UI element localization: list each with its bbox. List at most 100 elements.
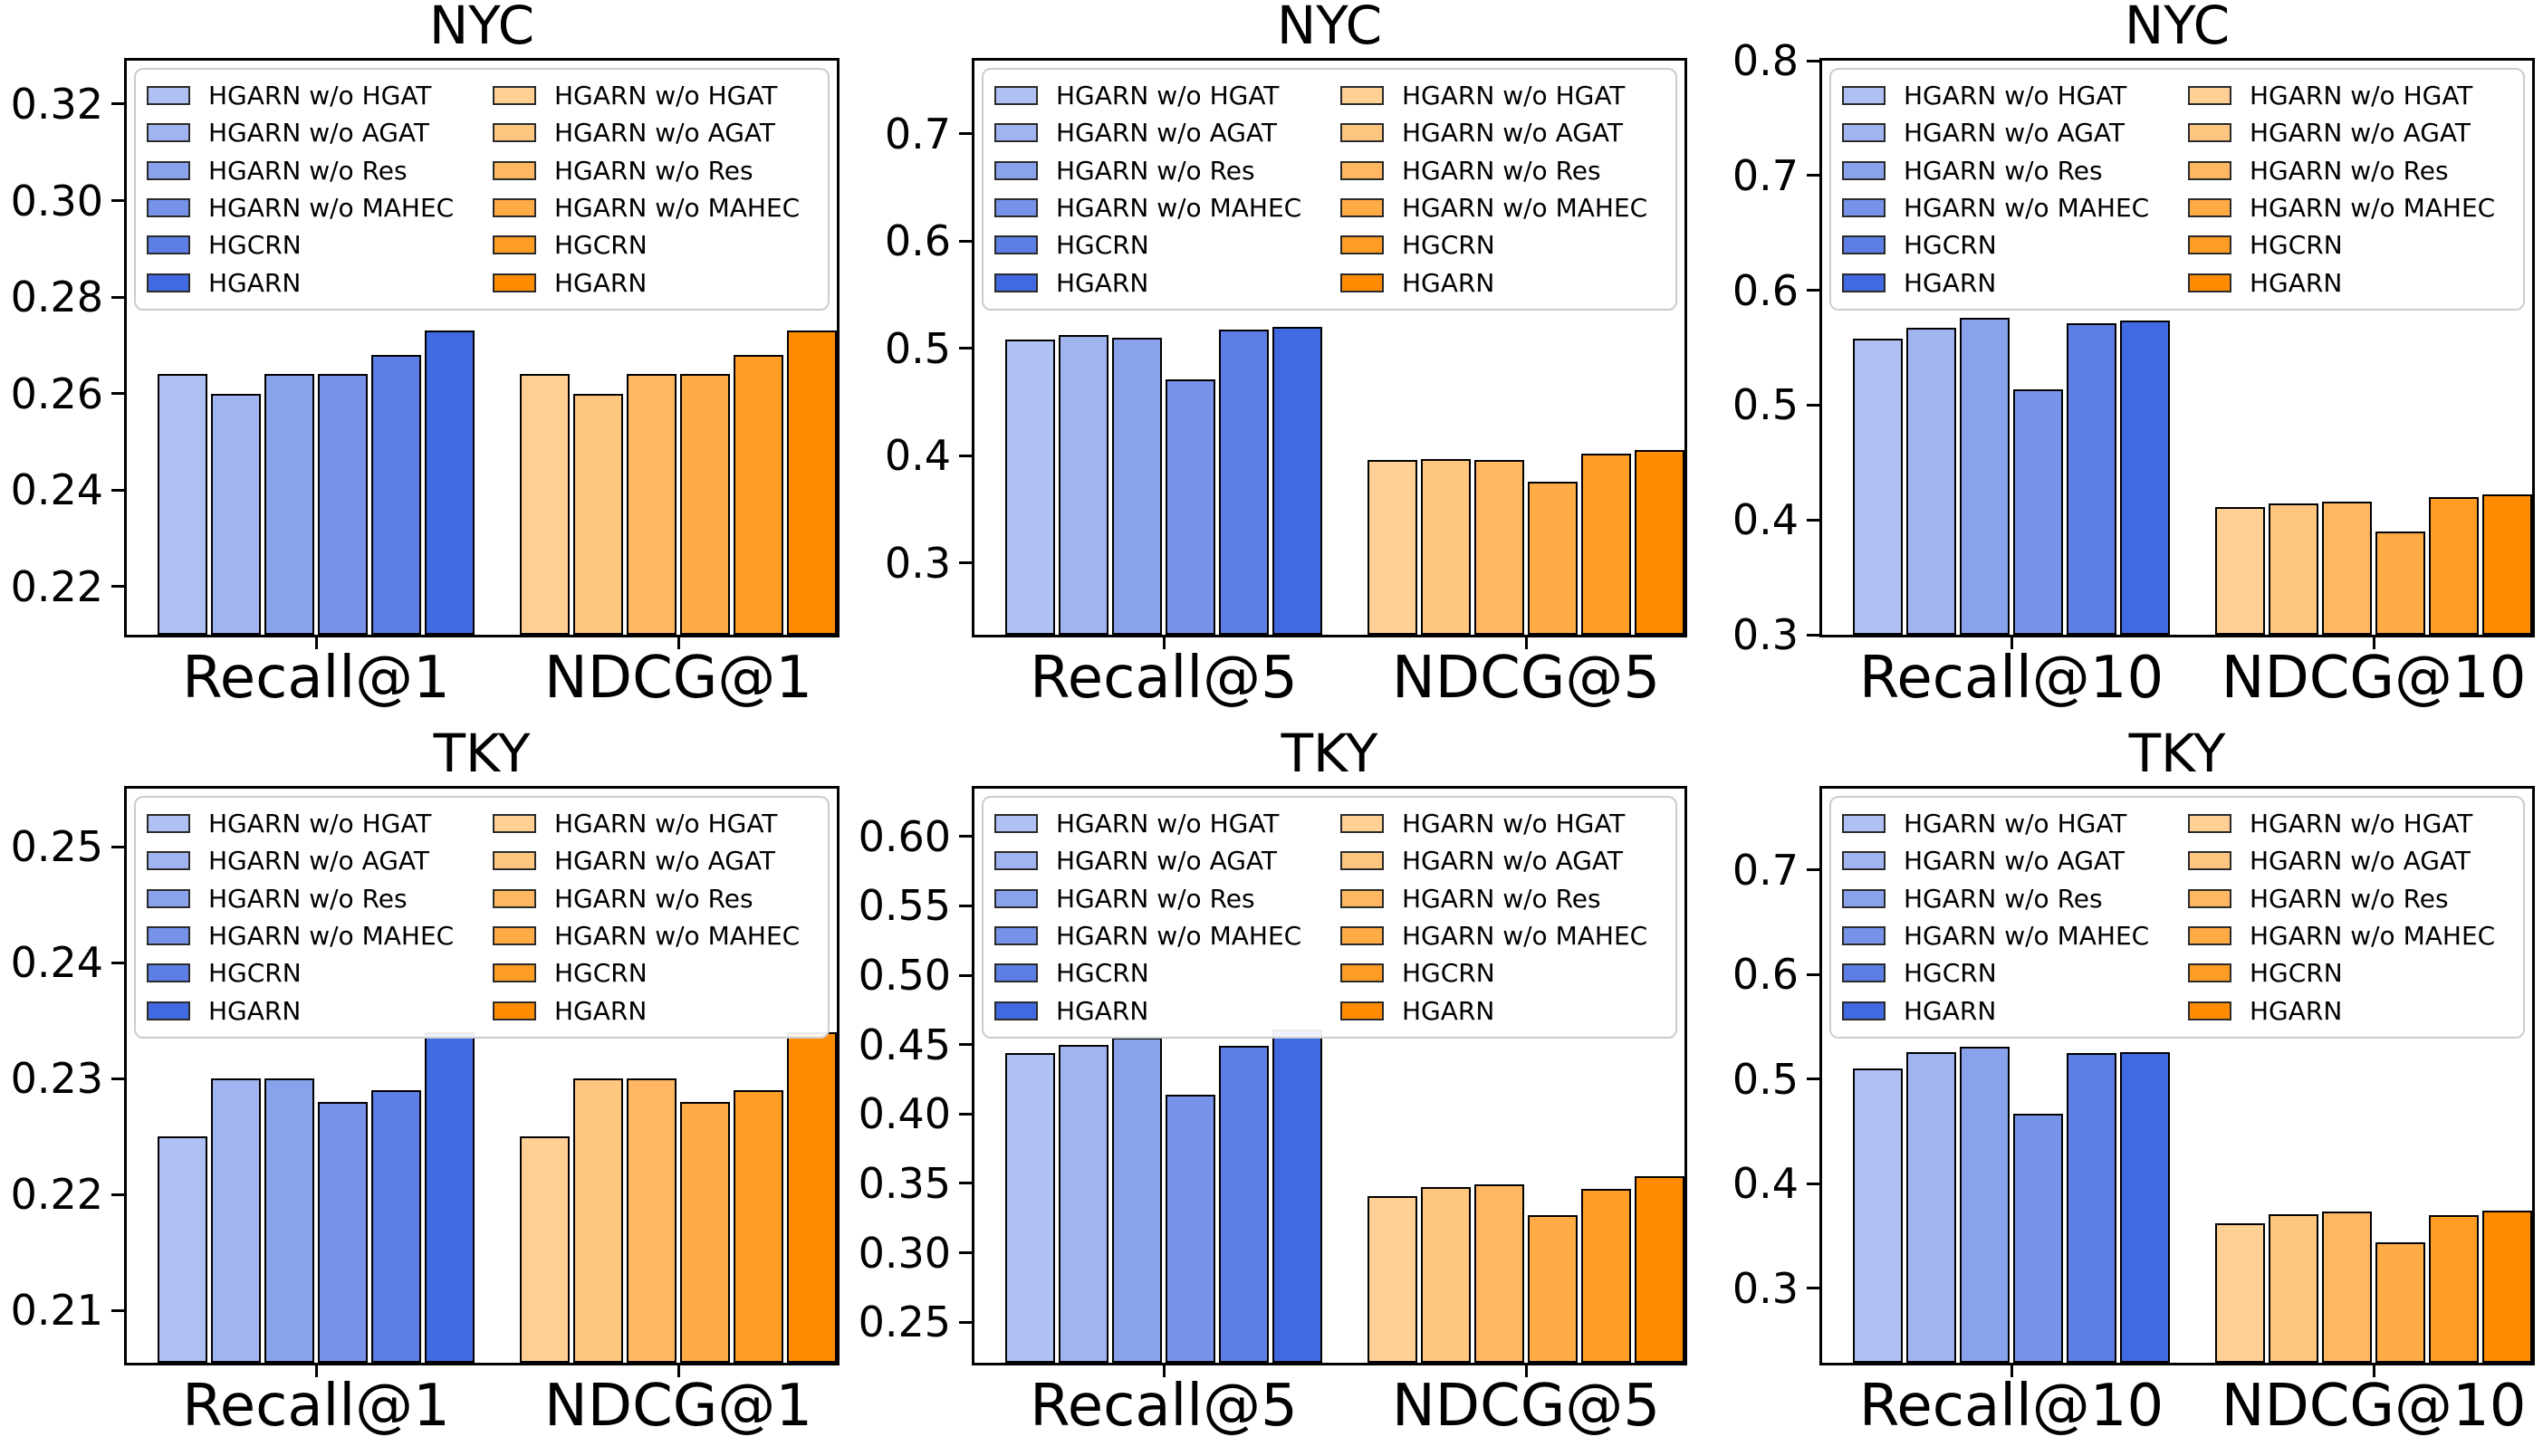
bar-ndcg@5-4 bbox=[1528, 482, 1578, 635]
y-tick-label: 0.35 bbox=[858, 1158, 951, 1208]
legend-label: HGARN w/o Res bbox=[1056, 883, 1255, 914]
legend-swatch-orange-6 bbox=[1340, 1001, 1384, 1020]
bar-recall@1-6 bbox=[425, 1032, 475, 1363]
legend-item: HGARN bbox=[147, 264, 482, 302]
legend-swatch-orange-3 bbox=[493, 160, 536, 180]
y-tick-label: 0.7 bbox=[1732, 150, 1799, 200]
bar-recall@1-5 bbox=[371, 355, 421, 635]
legend-label: HGARN w/o HGAT bbox=[1056, 809, 1280, 839]
y-tick-label: 0.24 bbox=[10, 465, 103, 515]
bar-ndcg@10-2 bbox=[2269, 1214, 2318, 1363]
y-tick-label: 0.25 bbox=[858, 1298, 951, 1347]
legend-swatch-blue-5 bbox=[1842, 235, 1886, 255]
legend-label: HGARN bbox=[1904, 267, 1997, 298]
x-category-label: Recall@10 bbox=[1858, 1373, 2164, 1440]
legend-label: HGARN w/o AGAT bbox=[208, 846, 430, 876]
legend-item: HGARN w/o MAHEC bbox=[1340, 917, 1675, 954]
y-tick-label: 0.30 bbox=[10, 176, 103, 225]
legend-swatch-orange-4 bbox=[493, 198, 536, 218]
legend-swatch-blue-3 bbox=[147, 160, 190, 180]
legend-item: HGARN w/o AGAT bbox=[994, 114, 1329, 151]
y-tick-label: 0.32 bbox=[10, 79, 103, 129]
y-tick-label: 0.4 bbox=[884, 431, 951, 481]
legend-label: HGARN bbox=[1056, 995, 1149, 1026]
legend-item: HGARN w/o Res bbox=[493, 152, 828, 189]
x-category-label: NDCG@1 bbox=[543, 1373, 813, 1440]
y-tick-label: 0.5 bbox=[884, 323, 951, 373]
legend-swatch-blue-4 bbox=[1842, 198, 1886, 218]
legend-swatch-blue-6 bbox=[994, 273, 1038, 292]
y-tick-mark bbox=[111, 392, 124, 396]
y-tick-mark bbox=[111, 295, 124, 299]
bar-ndcg@1-3 bbox=[627, 1078, 677, 1363]
legend-column-blue: HGARN w/o HGAT HGARN w/o AGAT HGARN w/o Re… bbox=[1831, 77, 2177, 302]
bar-ndcg@1-2 bbox=[573, 1078, 623, 1363]
legend-swatch-orange-4 bbox=[1340, 926, 1384, 946]
y-tick-mark bbox=[1807, 633, 1819, 637]
bar-ndcg@1-4 bbox=[680, 374, 730, 635]
bar-ndcg@10-4 bbox=[2375, 1242, 2425, 1363]
y-tick-mark bbox=[111, 1077, 124, 1080]
chart-title: NYC bbox=[2124, 0, 2231, 56]
y-tick-mark bbox=[959, 1182, 972, 1185]
bar-recall@1-3 bbox=[264, 1078, 314, 1363]
legend-item: HGCRN bbox=[493, 226, 828, 263]
legend-swatch-blue-4 bbox=[147, 926, 190, 946]
legend-item: HGARN w/o MAHEC bbox=[147, 189, 482, 226]
x-tick-mark bbox=[2372, 635, 2375, 649]
legend-label: HGARN bbox=[1402, 995, 1495, 1026]
legend-swatch-blue-4 bbox=[147, 198, 190, 218]
y-tick-mark bbox=[1807, 1182, 1819, 1185]
legend-swatch-orange-5 bbox=[1340, 235, 1384, 255]
y-tick-label: 0.26 bbox=[10, 369, 103, 418]
legend-label: HGARN w/o MAHEC bbox=[1402, 193, 1648, 224]
bar-ndcg@10-3 bbox=[2322, 502, 2372, 635]
legend-item: HGARN bbox=[2188, 992, 2523, 1030]
legend-label: HGARN w/o MAHEC bbox=[208, 193, 455, 224]
legend-swatch-orange-2 bbox=[493, 123, 536, 143]
legend-swatch-blue-4 bbox=[1842, 926, 1886, 946]
legend-item: HGARN w/o MAHEC bbox=[1340, 189, 1675, 226]
legend-swatch-blue-5 bbox=[994, 235, 1038, 255]
legend-label: HGARN w/o HGAT bbox=[1402, 809, 1626, 839]
legend-swatch-blue-5 bbox=[994, 963, 1038, 983]
legend-item: HGARN bbox=[1842, 264, 2177, 302]
legend-label: HGARN w/o MAHEC bbox=[2250, 193, 2496, 224]
legend-item: HGCRN bbox=[994, 226, 1329, 263]
legend-item: HGARN w/o HGAT bbox=[2188, 805, 2523, 842]
legend-item: HGARN w/o Res bbox=[1842, 880, 2177, 917]
y-tick-mark bbox=[959, 1320, 972, 1324]
bar-recall@10-1 bbox=[1853, 339, 1903, 635]
y-tick-mark bbox=[1807, 1287, 1819, 1289]
legend-label: HGARN w/o MAHEC bbox=[1056, 921, 1302, 952]
x-tick-mark bbox=[314, 635, 318, 649]
legend-label: HGARN w/o Res bbox=[1904, 883, 2103, 914]
legend-item: HGARN w/o MAHEC bbox=[2188, 917, 2523, 954]
legend-swatch-blue-3 bbox=[994, 160, 1038, 180]
bar-recall@10-1 bbox=[1853, 1068, 1903, 1363]
legend-label: HGARN w/o MAHEC bbox=[554, 921, 801, 952]
legend-swatch-orange-5 bbox=[493, 963, 536, 983]
y-tick-mark bbox=[1807, 174, 1819, 177]
bar-recall@5-6 bbox=[1272, 1030, 1322, 1363]
bar-recall@5-5 bbox=[1219, 1046, 1269, 1363]
legend-column-orange: HGARN w/o HGAT HGARN w/o AGAT HGARN w/o Re… bbox=[1329, 77, 1675, 302]
legend-item: HGARN w/o MAHEC bbox=[1842, 189, 2177, 226]
legend-swatch-blue-6 bbox=[1842, 273, 1886, 292]
legend-swatch-blue-1 bbox=[147, 86, 190, 106]
legend-swatch-orange-1 bbox=[2188, 814, 2231, 834]
bar-ndcg@1-6 bbox=[787, 330, 837, 635]
bar-ndcg@1-5 bbox=[734, 1090, 783, 1363]
chart-title: NYC bbox=[428, 0, 535, 56]
legend-item: HGARN w/o Res bbox=[2188, 152, 2523, 189]
bar-ndcg@5-6 bbox=[1635, 450, 1684, 635]
legend-swatch-blue-2 bbox=[1842, 123, 1886, 143]
legend-swatch-orange-1 bbox=[493, 86, 536, 106]
legend: HGARN w/o HGAT HGARN w/o AGAT HGARN w/o Re… bbox=[1829, 796, 2525, 1039]
legend-label: HGARN w/o HGAT bbox=[2250, 81, 2473, 111]
bar-recall@10-2 bbox=[1906, 328, 1956, 635]
legend-item: HGCRN bbox=[147, 954, 482, 991]
legend-label: HGARN w/o AGAT bbox=[1402, 846, 1624, 876]
legend-item: HGARN w/o Res bbox=[147, 880, 482, 917]
